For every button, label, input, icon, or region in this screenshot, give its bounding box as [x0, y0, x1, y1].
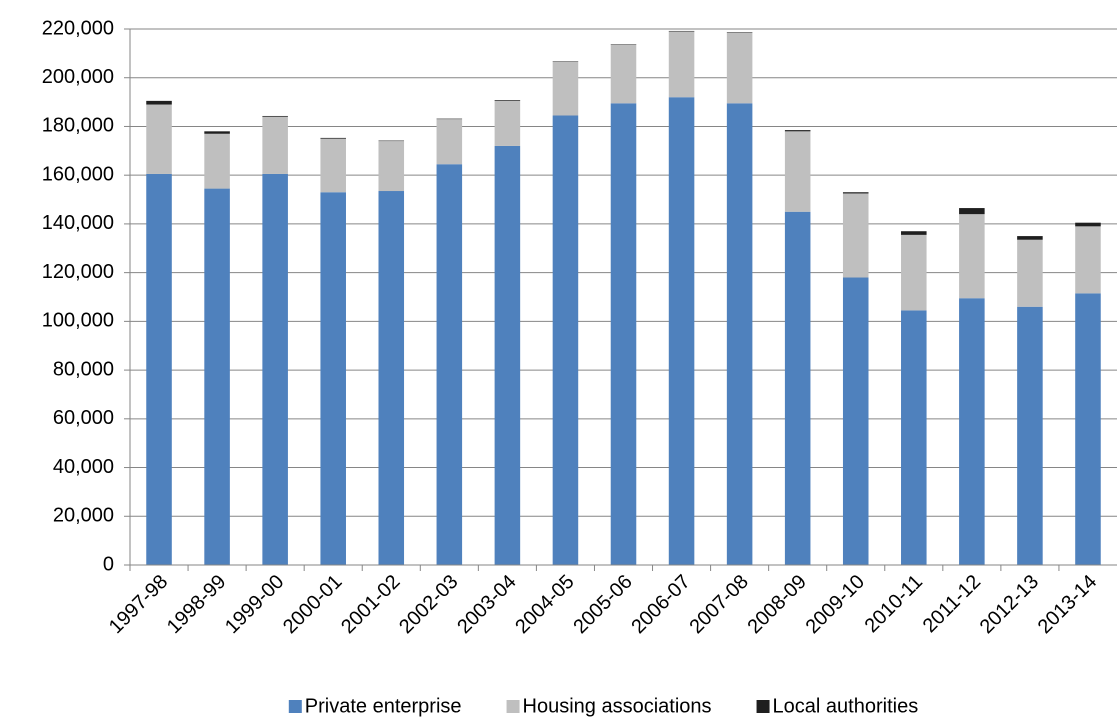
- bar-segment: [436, 119, 463, 165]
- y-tick-label: 200,000: [42, 66, 114, 88]
- bar-segment: [494, 100, 521, 101]
- bar-segment: [610, 103, 637, 566]
- x-tick-label: 2008-09: [743, 571, 810, 638]
- bar-segment: [668, 31, 695, 98]
- x-tick-label: 2005-06: [569, 571, 636, 638]
- bar-segment: [262, 173, 288, 566]
- bar-segment: [204, 131, 230, 134]
- bar-segment: [1017, 239, 1043, 307]
- bar-segment: [1017, 306, 1043, 565]
- bar-segment: [784, 130, 811, 132]
- bar-segment: [146, 104, 172, 174]
- x-tick-label: 2011-12: [919, 571, 985, 637]
- bar-segment: [204, 188, 230, 565]
- y-tick-label: 40,000: [53, 456, 114, 478]
- x-tick-label: 2002-03: [395, 571, 462, 638]
- y-tick-label: 0: [103, 553, 114, 575]
- x-tick-label: 2000-01: [279, 571, 346, 638]
- x-tick-label: 2010-11: [861, 571, 927, 637]
- bar-segment: [320, 138, 346, 193]
- x-tick-label: 2001-02: [337, 571, 404, 638]
- legend-swatch: [506, 700, 520, 713]
- x-tick-label: 2004-05: [511, 571, 578, 638]
- bar-segment: [726, 32, 753, 104]
- bar-segment: [1075, 222, 1101, 227]
- y-tick-label: 140,000: [42, 212, 114, 234]
- bar-segment: [378, 141, 405, 192]
- x-tick-label: 2006-07: [627, 571, 694, 638]
- bar-segment: [901, 231, 927, 235]
- y-tick-label: 120,000: [42, 261, 114, 283]
- bar-segment: [320, 192, 346, 565]
- y-tick-label: 220,000: [42, 17, 114, 39]
- x-tick-label: 2003-04: [453, 571, 520, 638]
- legend-label: Local authorities: [773, 695, 919, 717]
- bar-segment: [320, 137, 346, 139]
- x-tick-label: 2007-08: [685, 571, 752, 638]
- x-tick-label: 1997-98: [105, 571, 172, 638]
- x-tick-label: 2009-10: [802, 571, 869, 638]
- legend-swatch: [756, 700, 770, 713]
- legend-label: Private enterprise: [305, 695, 462, 717]
- x-tick-label: 2012-13: [976, 571, 1043, 638]
- bar-segment: [668, 97, 695, 565]
- bar-segment: [494, 145, 521, 566]
- bar-segment: [146, 173, 172, 566]
- bar-segment: [1075, 293, 1101, 565]
- bar-segment: [842, 277, 869, 565]
- bar-segment: [378, 191, 405, 565]
- y-tick-label: 180,000: [42, 115, 114, 137]
- bar-segment: [1017, 236, 1043, 240]
- bar-segment: [842, 193, 869, 278]
- bar-segment: [494, 100, 521, 146]
- bar-segment: [146, 100, 172, 105]
- x-tick-label: 1999-00: [221, 571, 288, 638]
- x-tick-label: 1998-99: [163, 571, 230, 638]
- x-tick-label: 2013-14: [1034, 571, 1101, 638]
- bar-segment: [610, 44, 637, 104]
- bar-segment: [552, 61, 579, 116]
- bar-segment: [1075, 226, 1101, 294]
- y-tick-label: 160,000: [42, 163, 114, 185]
- bar-segment: [726, 103, 753, 566]
- bar-segment: [901, 310, 927, 565]
- bar-segment: [436, 164, 463, 565]
- bar-segment: [784, 211, 811, 565]
- legend-swatch: [288, 700, 302, 713]
- bar-segment: [784, 131, 811, 212]
- y-tick-label: 100,000: [42, 310, 114, 332]
- bar-segment: [262, 115, 288, 117]
- bar-segment: [262, 116, 288, 174]
- bar-segment: [959, 298, 985, 565]
- bar-segment: [842, 192, 869, 194]
- y-tick-label: 60,000: [53, 407, 114, 429]
- y-tick-label: 20,000: [53, 505, 114, 527]
- bar-segment: [901, 234, 927, 311]
- bar-segment: [204, 133, 230, 189]
- y-tick-label: 80,000: [53, 358, 114, 380]
- legend-label: Housing associations: [523, 695, 712, 717]
- bar-segment: [552, 115, 579, 565]
- bar-segment: [959, 208, 985, 215]
- bar-segment: [959, 214, 985, 299]
